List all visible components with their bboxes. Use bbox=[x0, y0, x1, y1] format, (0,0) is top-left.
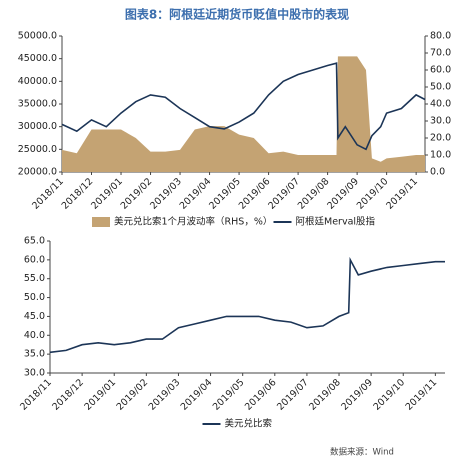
x-tick-label: 2019/04 bbox=[178, 176, 214, 212]
x-tick-label: 2019/08 bbox=[296, 176, 332, 212]
y-tick-label: 35.0 bbox=[24, 349, 45, 360]
y-tick-label: 20000.0 bbox=[18, 167, 57, 178]
y2-tick-label: 80.0 bbox=[430, 31, 451, 42]
x-tick-label: 2019/06 bbox=[237, 176, 273, 212]
legend-label: 美元兑比索 bbox=[225, 418, 273, 430]
y-tick-label: 45.0 bbox=[24, 311, 45, 322]
y-tick-label: 50000.0 bbox=[18, 31, 57, 42]
x-tick-label: 2018/11 bbox=[18, 377, 54, 413]
y-tick-label: 35000.0 bbox=[18, 99, 57, 110]
x-tick-label: 2018/12 bbox=[60, 176, 96, 212]
y2-tick-label: 50.0 bbox=[430, 82, 451, 93]
y2-tick-label: 40.0 bbox=[430, 99, 451, 110]
y-tick-label: 45000.0 bbox=[18, 53, 57, 64]
legend-swatch bbox=[92, 217, 110, 227]
x-tick-label: 2019/10 bbox=[355, 176, 391, 212]
x-tick-label: 2019/02 bbox=[119, 176, 155, 212]
x-tick-label: 2019/03 bbox=[147, 377, 183, 413]
page-title: 图表8：阿根廷近期货币贬值中股市的表现 bbox=[125, 7, 349, 22]
x-tick-label: 2018/12 bbox=[50, 377, 86, 413]
legend-label: 美元兑比索1个月波动率（RHS，%） bbox=[114, 216, 272, 228]
x-tick-label: 2019/09 bbox=[325, 176, 361, 212]
legend-label: 阿根廷Merval股指 bbox=[296, 216, 376, 228]
area bbox=[62, 56, 425, 172]
x-tick-label: 2019/08 bbox=[307, 377, 343, 413]
x-tick-label: 2019/01 bbox=[89, 176, 125, 212]
x-tick-label: 2019/11 bbox=[404, 377, 440, 413]
x-tick-label: 2019/05 bbox=[207, 176, 243, 212]
y-tick-label: 40000.0 bbox=[18, 76, 57, 87]
y-tick-label: 50.0 bbox=[24, 292, 45, 303]
x-tick-label: 2019/07 bbox=[266, 176, 302, 212]
y2-tick-label: 30.0 bbox=[430, 116, 451, 127]
y2-tick-label: 60.0 bbox=[430, 65, 451, 76]
x-tick-label: 2019/01 bbox=[82, 377, 118, 413]
x-tick-label: 2019/05 bbox=[211, 377, 247, 413]
y2-tick-label: 20.0 bbox=[430, 133, 451, 144]
y2-tick-label: 10.0 bbox=[430, 150, 451, 161]
y-tick-label: 65.0 bbox=[24, 236, 45, 247]
x-tick-label: 2018/11 bbox=[30, 176, 66, 212]
source-note: 数据来源：Wind bbox=[330, 447, 394, 458]
y2-tick-label: 0.0 bbox=[430, 167, 445, 178]
x-tick-label: 2019/11 bbox=[384, 176, 420, 212]
y-tick-label: 30000.0 bbox=[18, 121, 57, 132]
y-tick-label: 40.0 bbox=[24, 330, 45, 341]
x-tick-label: 2019/06 bbox=[243, 377, 279, 413]
y-tick-label: 25000.0 bbox=[18, 144, 57, 155]
y-tick-label: 55.0 bbox=[24, 273, 45, 284]
y2-tick-label: 70.0 bbox=[430, 48, 451, 59]
x-tick-label: 2019/02 bbox=[115, 377, 151, 413]
line bbox=[49, 256, 445, 354]
y-tick-label: 60.0 bbox=[24, 254, 45, 265]
x-tick-label: 2019/09 bbox=[339, 377, 375, 413]
line bbox=[61, 62, 426, 151]
x-tick-label: 2019/10 bbox=[371, 377, 407, 413]
x-tick-label: 2019/03 bbox=[148, 176, 184, 212]
x-tick-label: 2019/04 bbox=[179, 377, 215, 413]
x-tick-label: 2019/07 bbox=[275, 377, 311, 413]
y-tick-label: 30.0 bbox=[24, 368, 45, 379]
